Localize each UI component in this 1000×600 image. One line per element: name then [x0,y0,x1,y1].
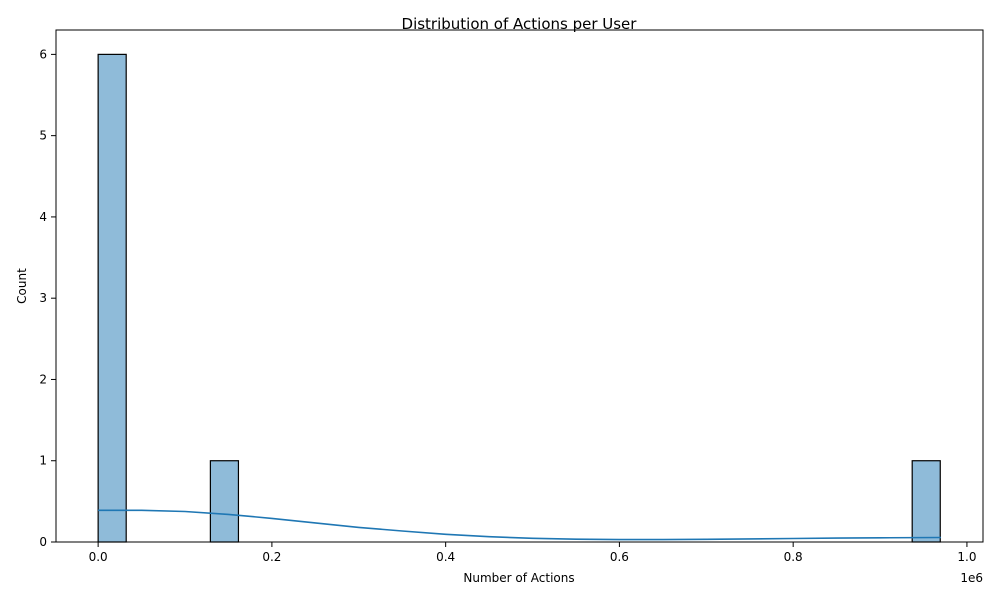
x-tick-label: 0.2 [262,550,281,564]
histogram-bar [911,460,941,543]
histogram-bar [209,460,240,543]
y-tick-label: 4 [39,210,47,224]
y-axis-label: Count [15,268,29,304]
y-tick-label: 0 [39,535,47,549]
y-tick-label: 3 [39,291,47,305]
x-tick-label: 0.8 [784,550,803,564]
x-tick-label: 0.0 [89,550,108,564]
chart-title: Distribution of Actions per User [402,15,638,33]
x-tick-label: 1.0 [957,550,976,564]
kde-line [98,509,941,541]
y-tick-label: 1 [39,454,47,468]
x-tick-label: 0.6 [610,550,629,564]
plot-frame [55,29,984,543]
histogram-bars [97,53,941,543]
x-axis-label: Number of Actions [463,571,574,585]
y-tick-label: 2 [39,372,47,386]
y-tick-label: 5 [39,129,47,143]
x-offset-text: 1e6 [960,571,983,585]
y-tick-label: 6 [39,47,47,61]
histogram-bar [97,53,127,543]
x-tick-label: 0.4 [436,550,455,564]
x-axis-ticks: 0.0 0.2 0.4 0.6 0.8 1.0 [89,542,976,564]
y-axis-ticks: 0 1 2 3 4 5 6 [39,47,56,549]
